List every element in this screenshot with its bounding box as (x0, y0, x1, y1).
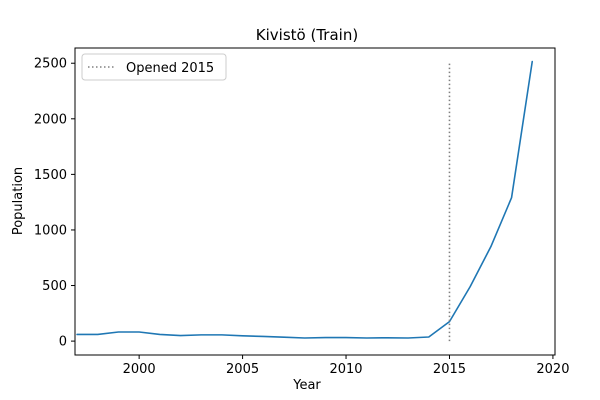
series-layer (76, 60, 534, 339)
y-axis-ticks: 0 500 1000 1500 2000 2500 (34, 57, 75, 350)
y-tick-label: 2500 (34, 57, 67, 72)
y-tick-label: 0 (59, 335, 67, 350)
x-axis-ticks: 2000 2005 2010 2015 2020 (123, 355, 569, 377)
axes-frame (74, 47, 556, 356)
legend-box (81, 53, 227, 81)
y-tick-label: 1500 (34, 168, 67, 183)
x-tick-label: 2005 (226, 362, 259, 377)
x-tick-label: 2000 (123, 362, 156, 377)
x-axis-label: Year (292, 378, 321, 393)
legend: Opened 2015 (81, 53, 227, 81)
y-axis-label: Population (11, 167, 26, 235)
legend-label-opened: Opened 2015 (126, 61, 214, 76)
x-tick-label: 2020 (536, 362, 569, 377)
series-line (76, 60, 534, 339)
x-tick-label: 2010 (329, 362, 362, 377)
y-tick-label: 1000 (34, 223, 67, 238)
y-tick-label: 500 (42, 279, 67, 294)
x-tick-label: 2015 (433, 362, 466, 377)
y-tick-label: 2000 (34, 112, 67, 127)
chart-title: Kivistö (Train) (256, 26, 358, 44)
